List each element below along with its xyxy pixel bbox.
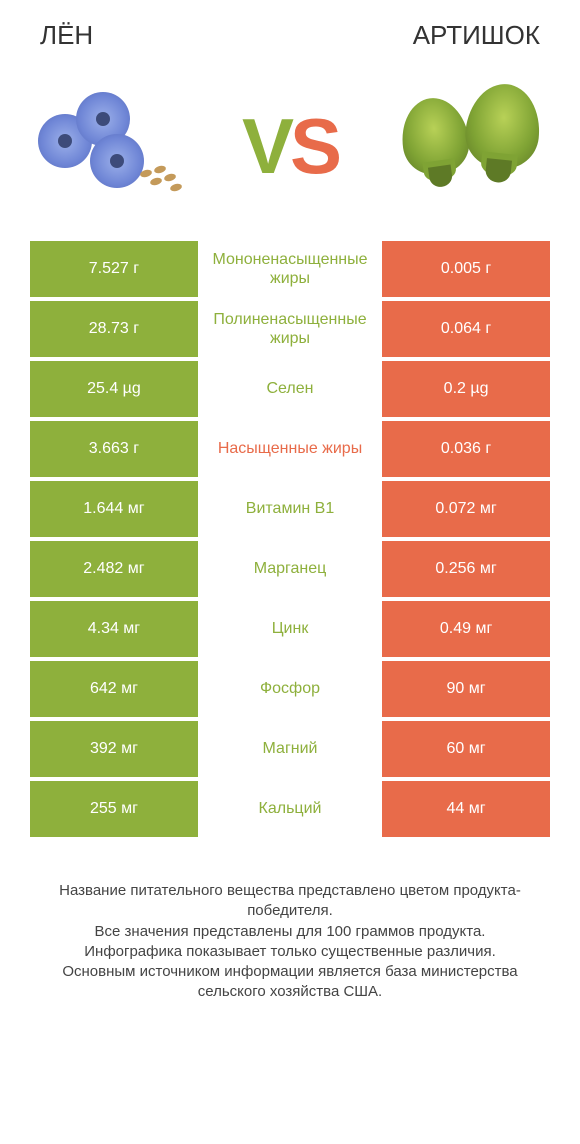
right-value: 0.036 г bbox=[382, 421, 550, 477]
footnote-line: Название питательного вещества представл… bbox=[30, 881, 550, 922]
right-product-title: АРТИШОК bbox=[413, 20, 540, 51]
footnote: Название питательного вещества представл… bbox=[0, 841, 580, 1003]
left-value: 25.4 µg bbox=[30, 361, 198, 417]
comparison-table: 7.527 гМононенасыщенные жиры0.005 г28.73… bbox=[0, 241, 580, 837]
nutrient-label: Витамин B1 bbox=[198, 481, 382, 537]
left-value: 28.73 г bbox=[30, 301, 198, 357]
right-value: 0.2 µg bbox=[382, 361, 550, 417]
vs-v: V bbox=[242, 102, 290, 190]
right-value: 0.064 г bbox=[382, 301, 550, 357]
footnote-line: Все значения представлены для 100 граммо… bbox=[30, 922, 550, 942]
left-value: 642 мг bbox=[30, 661, 198, 717]
right-value: 0.256 мг bbox=[382, 541, 550, 597]
right-value: 90 мг bbox=[382, 661, 550, 717]
table-row: 392 мгМагний60 мг bbox=[30, 721, 550, 777]
nutrient-label: Насыщенные жиры bbox=[198, 421, 382, 477]
left-value: 7.527 г bbox=[30, 241, 198, 297]
footnote-line: Инфографика показывает только существенн… bbox=[30, 942, 550, 962]
right-value: 0.005 г bbox=[382, 241, 550, 297]
table-row: 7.527 гМононенасыщенные жиры0.005 г bbox=[30, 241, 550, 297]
header: ЛЁН АРТИШОК bbox=[0, 0, 580, 61]
nutrient-label: Селен bbox=[198, 361, 382, 417]
nutrient-label: Мононенасыщенные жиры bbox=[198, 241, 382, 297]
vs-row: VS bbox=[0, 61, 580, 241]
right-value: 0.072 мг bbox=[382, 481, 550, 537]
table-row: 28.73 гПолиненасыщенные жиры0.064 г bbox=[30, 301, 550, 357]
table-row: 2.482 мгМарганец0.256 мг bbox=[30, 541, 550, 597]
left-value: 392 мг bbox=[30, 721, 198, 777]
left-value: 3.663 г bbox=[30, 421, 198, 477]
nutrient-label: Магний bbox=[198, 721, 382, 777]
artichoke-illustration bbox=[390, 86, 550, 206]
table-row: 642 мгФосфор90 мг bbox=[30, 661, 550, 717]
nutrient-label: Марганец bbox=[198, 541, 382, 597]
nutrient-label: Кальций bbox=[198, 781, 382, 837]
flax-illustration bbox=[30, 86, 190, 206]
left-product-title: ЛЁН bbox=[40, 20, 93, 51]
left-value: 4.34 мг bbox=[30, 601, 198, 657]
footnote-line: Основным источником информации является … bbox=[30, 962, 550, 1003]
vs-s: S bbox=[290, 102, 338, 190]
left-value: 2.482 мг bbox=[30, 541, 198, 597]
table-row: 25.4 µgСелен0.2 µg bbox=[30, 361, 550, 417]
right-value: 44 мг bbox=[382, 781, 550, 837]
table-row: 4.34 мгЦинк0.49 мг bbox=[30, 601, 550, 657]
right-value: 60 мг bbox=[382, 721, 550, 777]
vs-label: VS bbox=[242, 101, 338, 192]
left-value: 1.644 мг bbox=[30, 481, 198, 537]
table-row: 1.644 мгВитамин B10.072 мг bbox=[30, 481, 550, 537]
left-value: 255 мг bbox=[30, 781, 198, 837]
table-row: 3.663 гНасыщенные жиры0.036 г bbox=[30, 421, 550, 477]
nutrient-label: Полиненасыщенные жиры bbox=[198, 301, 382, 357]
nutrient-label: Фосфор bbox=[198, 661, 382, 717]
right-value: 0.49 мг bbox=[382, 601, 550, 657]
nutrient-label: Цинк bbox=[198, 601, 382, 657]
table-row: 255 мгКальций44 мг bbox=[30, 781, 550, 837]
